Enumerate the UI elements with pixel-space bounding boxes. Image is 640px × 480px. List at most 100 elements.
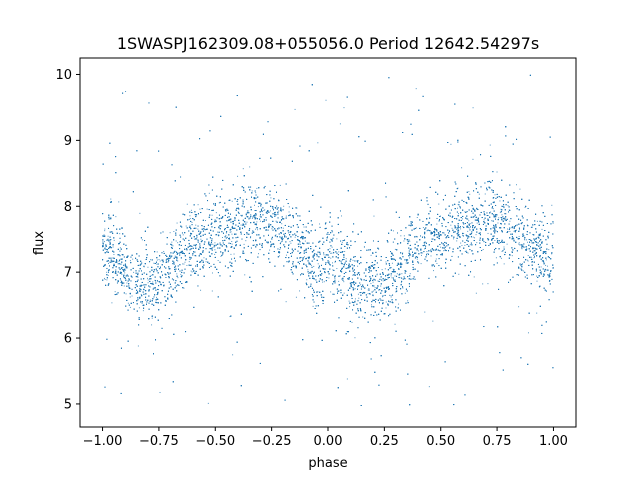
data-point — [482, 249, 484, 251]
data-point — [174, 255, 176, 257]
data-point — [462, 218, 464, 220]
data-point — [195, 224, 197, 226]
data-point — [545, 264, 547, 266]
data-point — [442, 217, 444, 219]
data-point — [332, 240, 334, 242]
data-point — [175, 240, 177, 242]
data-point — [518, 306, 520, 308]
data-point — [407, 300, 409, 302]
data-point — [125, 91, 127, 93]
data-point — [215, 212, 217, 214]
data-point — [132, 258, 134, 260]
data-point — [113, 239, 115, 241]
data-point — [294, 236, 296, 238]
data-point — [435, 258, 437, 260]
data-point — [195, 255, 197, 257]
data-point — [546, 265, 548, 267]
data-point — [457, 203, 459, 205]
data-point — [304, 240, 306, 242]
data-point — [107, 235, 109, 237]
data-point — [477, 218, 479, 220]
data-point — [239, 228, 241, 230]
data-point — [278, 227, 280, 229]
data-point — [368, 288, 370, 290]
data-point — [476, 222, 478, 224]
data-point — [390, 275, 392, 277]
data-point — [530, 226, 532, 228]
data-point — [178, 252, 180, 254]
data-point — [199, 208, 201, 210]
data-point — [172, 245, 174, 247]
data-point — [370, 283, 372, 285]
data-point — [398, 303, 400, 305]
data-point — [330, 291, 332, 293]
data-point — [400, 282, 402, 284]
data-point — [498, 217, 500, 219]
data-point — [457, 207, 459, 209]
data-point — [196, 238, 198, 240]
data-point — [475, 292, 477, 294]
data-point — [349, 306, 351, 308]
data-point — [339, 123, 341, 125]
data-point — [322, 281, 324, 283]
data-point — [180, 273, 182, 275]
data-point — [282, 227, 284, 229]
data-point — [548, 280, 550, 282]
data-point — [440, 246, 442, 248]
data-point — [237, 211, 239, 213]
data-point — [464, 251, 466, 253]
data-point — [468, 191, 470, 193]
data-point — [384, 268, 386, 270]
data-point — [380, 285, 382, 287]
data-point — [464, 211, 466, 213]
data-point — [299, 290, 301, 292]
data-point — [231, 225, 233, 227]
data-point — [107, 274, 109, 276]
data-point — [127, 302, 129, 304]
data-point — [403, 277, 405, 279]
data-point — [177, 242, 179, 244]
data-point — [294, 108, 296, 110]
data-point — [354, 288, 356, 290]
data-point — [110, 216, 112, 218]
data-point — [199, 245, 201, 247]
data-point — [296, 207, 298, 209]
data-point — [448, 230, 450, 232]
data-point — [240, 214, 242, 216]
data-point — [334, 261, 336, 263]
data-point — [257, 206, 259, 208]
data-point — [338, 251, 340, 253]
data-point — [469, 244, 471, 246]
data-point — [190, 270, 192, 272]
data-point — [360, 284, 362, 286]
data-point — [391, 262, 393, 264]
data-point — [494, 239, 496, 241]
data-point — [203, 257, 205, 259]
data-point — [331, 246, 333, 248]
data-point — [139, 291, 141, 293]
data-point — [113, 263, 115, 265]
data-point — [345, 258, 347, 260]
data-point — [261, 211, 263, 213]
data-point — [186, 264, 188, 266]
data-point — [436, 223, 438, 225]
data-point — [255, 224, 257, 226]
data-point — [152, 281, 154, 283]
data-point — [468, 227, 470, 229]
data-point — [420, 263, 422, 265]
data-point — [354, 298, 356, 300]
data-point — [151, 324, 153, 326]
data-point — [225, 237, 227, 239]
data-point — [458, 273, 460, 275]
data-point — [313, 254, 315, 256]
data-point — [211, 214, 213, 216]
data-point — [246, 221, 248, 223]
data-point — [384, 278, 386, 280]
data-point — [352, 282, 354, 284]
data-point — [125, 269, 127, 271]
data-point — [229, 239, 231, 241]
data-point — [509, 230, 511, 232]
data-point — [212, 243, 214, 245]
data-point — [541, 228, 543, 230]
data-point — [521, 248, 523, 250]
